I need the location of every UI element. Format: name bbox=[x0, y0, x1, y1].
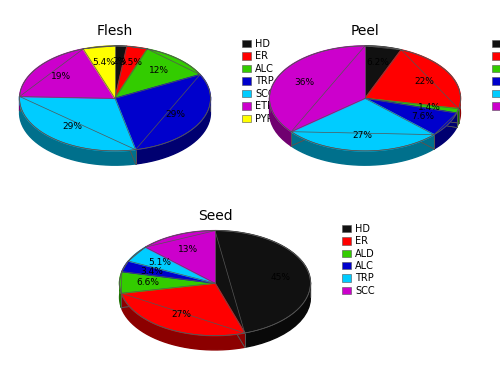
Text: 5.4%: 5.4% bbox=[92, 58, 115, 67]
Polygon shape bbox=[115, 46, 148, 98]
Polygon shape bbox=[122, 261, 215, 283]
Text: 3.4%: 3.4% bbox=[140, 267, 163, 276]
Legend: HD, ER, ALD, ALC, TRP, SCC: HD, ER, ALD, ALC, TRP, SCC bbox=[342, 224, 375, 296]
Text: 13%: 13% bbox=[178, 245, 199, 254]
Text: 5.1%: 5.1% bbox=[148, 258, 171, 267]
Polygon shape bbox=[456, 109, 458, 127]
Polygon shape bbox=[115, 75, 210, 150]
Polygon shape bbox=[365, 98, 456, 135]
Text: 27%: 27% bbox=[171, 310, 191, 319]
Polygon shape bbox=[291, 98, 434, 151]
Text: 27%: 27% bbox=[352, 130, 372, 139]
Title: Seed: Seed bbox=[198, 209, 232, 223]
Polygon shape bbox=[20, 97, 136, 165]
Text: 6.6%: 6.6% bbox=[136, 278, 160, 287]
Text: 12%: 12% bbox=[149, 66, 169, 75]
Polygon shape bbox=[120, 271, 215, 293]
Polygon shape bbox=[365, 50, 460, 109]
Title: Flesh: Flesh bbox=[97, 24, 133, 38]
Polygon shape bbox=[245, 282, 310, 347]
Polygon shape bbox=[120, 279, 122, 308]
Text: 2%: 2% bbox=[112, 57, 126, 66]
Polygon shape bbox=[115, 46, 127, 98]
Text: 1.4%: 1.4% bbox=[418, 103, 442, 112]
Polygon shape bbox=[458, 94, 460, 123]
Legend: HD, ER, ALC, TRP, SCC, ETR, PYR: HD, ER, ALC, TRP, SCC, ETR, PYR bbox=[242, 39, 275, 124]
Polygon shape bbox=[122, 293, 245, 350]
Text: 29%: 29% bbox=[166, 110, 186, 119]
Polygon shape bbox=[365, 46, 401, 98]
Text: 6.2%: 6.2% bbox=[366, 58, 390, 67]
Polygon shape bbox=[291, 132, 434, 165]
Text: 3.5%: 3.5% bbox=[119, 58, 142, 67]
Polygon shape bbox=[270, 46, 365, 132]
Polygon shape bbox=[20, 49, 115, 98]
Text: 29%: 29% bbox=[62, 122, 82, 131]
Polygon shape bbox=[136, 97, 210, 164]
Polygon shape bbox=[128, 247, 215, 283]
Text: 19%: 19% bbox=[51, 72, 71, 81]
Polygon shape bbox=[83, 46, 115, 98]
Polygon shape bbox=[20, 97, 136, 151]
Polygon shape bbox=[115, 49, 200, 98]
Text: 7.6%: 7.6% bbox=[412, 112, 434, 121]
Legend: HD, ER, ALD, ALC, TRP, SCC: HD, ER, ALD, ALC, TRP, SCC bbox=[492, 39, 500, 111]
Polygon shape bbox=[365, 98, 458, 113]
Polygon shape bbox=[270, 98, 291, 146]
Polygon shape bbox=[146, 231, 215, 283]
Polygon shape bbox=[215, 231, 310, 333]
Text: 22%: 22% bbox=[414, 77, 434, 86]
Text: 45%: 45% bbox=[271, 273, 291, 282]
Polygon shape bbox=[434, 113, 456, 149]
Polygon shape bbox=[122, 283, 245, 336]
Title: Peel: Peel bbox=[350, 24, 380, 38]
Text: 36%: 36% bbox=[294, 78, 314, 87]
